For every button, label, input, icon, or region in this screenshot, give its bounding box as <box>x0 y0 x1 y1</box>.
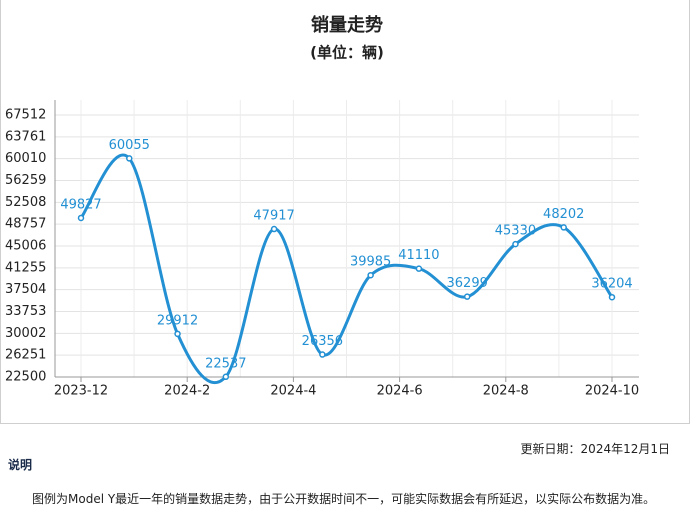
y-tick-label: 52508 <box>5 195 46 210</box>
data-label: 39985 <box>350 255 391 270</box>
note-text: 图例为Model Y最近一年的销量数据走势，由于公开数据时间不一，可能实际数据会… <box>32 492 656 506</box>
data-label: 29912 <box>157 313 198 328</box>
y-tick-label: 33753 <box>5 304 46 319</box>
point <box>319 351 326 358</box>
y-tick-label: 48757 <box>5 217 46 232</box>
data-label: 41110 <box>398 248 439 263</box>
chart-frame: 销量走势 (单位：辆) 22500 26251 30002 33753 37504 412… <box>0 0 690 424</box>
data-label: 26356 <box>302 334 343 349</box>
chart: 销量走势 (单位：辆) 22500 26251 30002 33753 37504 412… <box>5 14 639 399</box>
x-tick-label: 2024-6 <box>377 384 423 399</box>
y-tick-label: 56259 <box>5 173 46 188</box>
point <box>608 293 616 301</box>
point <box>463 293 471 300</box>
data-label: 48202 <box>543 207 584 222</box>
y-tick-label: 41255 <box>5 260 46 275</box>
point <box>77 214 85 222</box>
y-tick-label: 45006 <box>5 239 46 254</box>
data-label: 49827 <box>60 197 101 212</box>
note-title: 说明 <box>8 458 33 472</box>
point <box>367 271 374 279</box>
data-label: 36204 <box>591 277 632 292</box>
y-tick-label: 37504 <box>5 282 46 297</box>
x-tick-label: 2024-8 <box>483 384 529 399</box>
x-tick-label: 2024-2 <box>164 384 210 399</box>
x-tick-label: 2023-12 <box>54 384 108 399</box>
point <box>560 224 567 231</box>
data-label: 45330 <box>495 224 536 239</box>
point <box>222 373 230 381</box>
y-tick-label: 63761 <box>5 129 46 144</box>
y-tick-label: 22500 <box>5 370 46 385</box>
point <box>174 330 181 338</box>
data-label: 36299 <box>447 276 488 291</box>
y-tick-label: 30002 <box>5 326 46 341</box>
point <box>512 240 519 248</box>
update-date: 更新日期：2024年12月1日 <box>520 442 670 456</box>
x-tick-label: 2024-10 <box>585 384 639 399</box>
point <box>126 155 133 162</box>
point <box>270 225 278 233</box>
x-tick-label: 2024-4 <box>270 384 316 399</box>
chart-title: 销量走势 <box>311 14 383 36</box>
data-label: 22537 <box>205 356 246 371</box>
y-tick-label: 67512 <box>5 108 46 123</box>
point <box>415 265 423 272</box>
data-label: 60055 <box>109 138 150 153</box>
chart-subtitle: (单位：辆) <box>310 44 384 62</box>
y-tick-label: 26251 <box>5 348 46 363</box>
y-tick-label: 60010 <box>5 151 46 166</box>
data-label: 47917 <box>253 209 294 224</box>
